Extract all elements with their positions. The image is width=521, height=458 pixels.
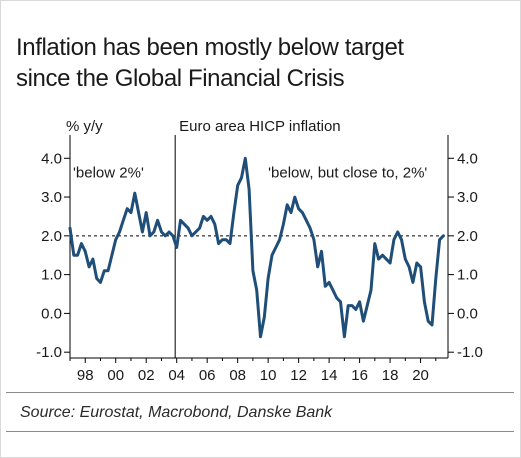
- x-tick-label: 08: [229, 367, 246, 384]
- x-tick-label: 14: [321, 367, 338, 384]
- x-tick-label: 00: [107, 367, 124, 384]
- y-tick-label-right: 4.0: [457, 150, 478, 167]
- annotation-label: 'below 2%': [73, 165, 144, 182]
- source-divider-bottom: [6, 431, 514, 432]
- x-tick-label: 10: [260, 367, 277, 384]
- y-tick-label-right: 3.0: [457, 189, 478, 206]
- y-tick-label-left: 3.0: [41, 189, 62, 206]
- y-tick-label-left: 0.0: [41, 305, 62, 322]
- x-tick-label: 06: [199, 367, 216, 384]
- series-label: Euro area HICP inflation: [179, 118, 340, 135]
- source-divider-top: [6, 392, 514, 393]
- x-tick-label: 02: [138, 367, 155, 384]
- x-tick-label: 12: [290, 367, 307, 384]
- x-tick-label: 16: [351, 367, 368, 384]
- inflation-series-line: [68, 156, 445, 339]
- y-tick-label-left: 1.0: [41, 267, 62, 284]
- y-tick-label-right: -1.0: [457, 344, 483, 361]
- y-tick-label-right: 1.0: [457, 267, 478, 284]
- source-note: Source: Eurostat, Macrobond, Danske Bank: [20, 404, 333, 421]
- y-axis-unit-label: % y/y: [66, 118, 103, 135]
- y-tick-label-right: 2.0: [457, 228, 478, 245]
- y-tick-label-right: 0.0: [457, 305, 478, 322]
- y-tick-label-left: -1.0: [36, 344, 62, 361]
- chart-title: Inflation has been mostly below target s…: [16, 34, 404, 92]
- x-tick-label: 18: [382, 367, 399, 384]
- x-tick-label: 98: [77, 367, 94, 384]
- y-tick-label-left: 4.0: [41, 150, 62, 167]
- y-tick-label-left: 2.0: [41, 228, 62, 245]
- x-tick-label: 20: [412, 367, 429, 384]
- annotation-label: 'below, but close to, 2%': [268, 165, 427, 182]
- x-tick-label: 04: [168, 367, 185, 384]
